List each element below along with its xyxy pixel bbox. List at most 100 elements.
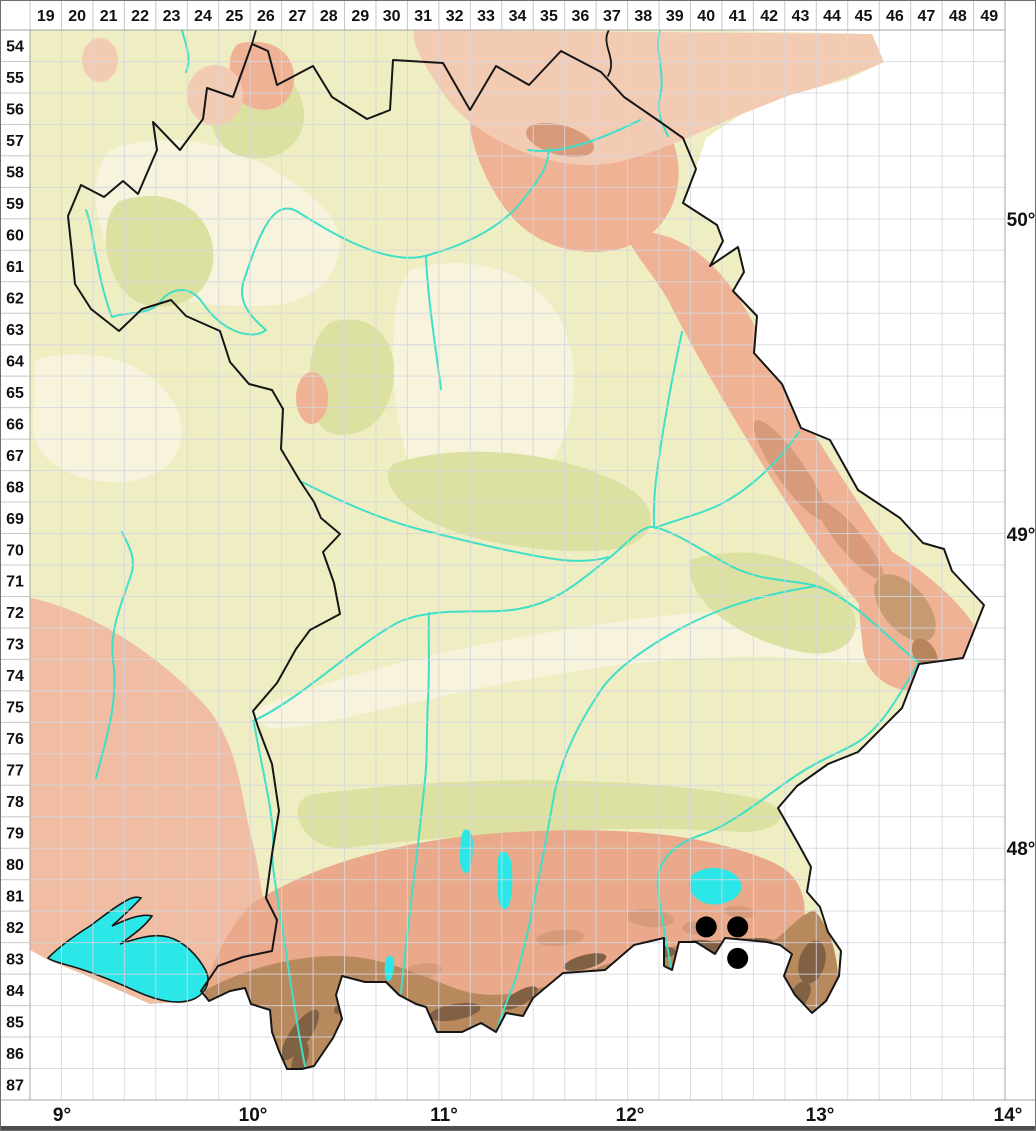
scale-labels: 19 20 21 22 23 24 25 26 27 28 29 30 31 32 33 34 35 36 37 38… [6, 8, 1035, 1126]
lake-starnberger-see [497, 851, 513, 910]
row-label: 69 [6, 511, 24, 528]
column-label: 36 [572, 8, 590, 25]
occurrence-dot [727, 916, 749, 938]
column-label: 35 [540, 8, 558, 25]
column-label: 43 [792, 8, 810, 25]
column-label: 37 [603, 8, 621, 25]
river-neckar-outside [95, 531, 134, 779]
east-bulge-high [874, 574, 936, 642]
row-label: 66 [6, 416, 24, 433]
terrain-swabian-alb-outside [30, 598, 270, 1004]
occurrence-dot [727, 947, 749, 969]
row-label: 58 [6, 165, 24, 182]
row-label: 84 [6, 983, 24, 1000]
row-label: 56 [6, 102, 24, 119]
neighbor-border-stub-hesse [251, 29, 257, 45]
bavarian-forest-ridge [753, 420, 827, 520]
longitude-label: 11° [430, 1105, 458, 1126]
column-label: 24 [194, 8, 212, 25]
alps-ridge [429, 1002, 481, 1022]
neighbor-border-stub-thuringia [605, 29, 613, 77]
column-label: 48 [949, 8, 967, 25]
river-naab [652, 331, 683, 527]
latitude-label: 50° [1007, 210, 1036, 231]
column-label: 40 [697, 8, 715, 25]
column-label: 44 [823, 8, 841, 25]
berchtesgaden-ridge [798, 940, 826, 984]
bavaria-state-border [67, 43, 985, 1070]
fichtel-ridge [525, 122, 595, 158]
row-label: 68 [6, 479, 24, 496]
row-label: 86 [6, 1046, 24, 1063]
row-label: 65 [6, 385, 24, 402]
column-label: 29 [351, 8, 369, 25]
occurrence-dot [695, 916, 717, 938]
column-label: 20 [68, 8, 86, 25]
alps-ridge [502, 986, 538, 1010]
row-label: 61 [6, 259, 24, 276]
terrain-jura [387, 451, 651, 551]
row-label: 87 [6, 1077, 24, 1094]
column-label: 41 [729, 8, 747, 25]
longitude-label: 12° [616, 1105, 645, 1126]
row-label: 64 [6, 353, 24, 370]
river-isar [496, 585, 817, 1031]
bavarian-forest-ridge [816, 500, 884, 580]
row-label: 74 [6, 668, 24, 685]
longitude-label: 13° [806, 1105, 835, 1126]
longitude-label: 14° [994, 1105, 1023, 1126]
column-label: 31 [414, 8, 432, 25]
row-label: 60 [6, 228, 24, 245]
river-regen [654, 431, 800, 529]
river-inn [656, 662, 920, 968]
column-label: 49 [980, 8, 998, 25]
column-header-band [0, 0, 1036, 30]
column-label: 47 [917, 8, 935, 25]
lake-forggensee [384, 955, 395, 982]
column-label: 39 [666, 8, 684, 25]
row-label: 82 [6, 920, 24, 937]
water-layer [46, 29, 920, 1067]
column-label: 23 [163, 8, 181, 25]
row-label: 76 [6, 731, 24, 748]
header-ticks [0, 0, 1006, 1101]
column-label: 21 [100, 8, 118, 25]
row-label: 67 [6, 448, 24, 465]
row-label: 63 [6, 322, 24, 339]
row-label: 70 [6, 542, 24, 559]
river-main [85, 192, 529, 336]
row-label: 57 [6, 133, 24, 150]
row-label: 80 [6, 857, 24, 874]
column-label: 25 [226, 8, 244, 25]
occurrence-layer [695, 916, 749, 969]
column-label: 27 [288, 8, 306, 25]
row-label: 72 [6, 605, 24, 622]
longitude-band [0, 1100, 1036, 1131]
row-label: 78 [6, 794, 24, 811]
terrain-frankenhoehe-spot [296, 372, 328, 424]
river-altmuehl [301, 481, 609, 562]
row-label: 81 [6, 888, 24, 905]
latitude-label: 48° [1007, 839, 1036, 860]
foothill-ridge [536, 929, 584, 947]
latitude-margin [1005, 0, 1036, 1100]
bottom-bar [0, 1126, 1036, 1131]
row-label: 55 [6, 70, 24, 87]
column-label: 42 [760, 8, 778, 25]
column-label: 19 [37, 8, 55, 25]
row-label: 77 [6, 763, 24, 780]
column-label: 30 [383, 8, 401, 25]
longitude-label: 10° [239, 1105, 268, 1126]
lake-ammersee [460, 829, 473, 873]
terrain-nw-outside-spot1 [82, 38, 118, 82]
terrain-danube-valley [255, 610, 889, 729]
river-lech [400, 612, 430, 994]
column-label: 38 [634, 8, 652, 25]
column-label: 33 [477, 8, 495, 25]
column-label: 32 [446, 8, 464, 25]
longitude-label: 9° [53, 1105, 71, 1126]
row-label: 59 [6, 196, 24, 213]
